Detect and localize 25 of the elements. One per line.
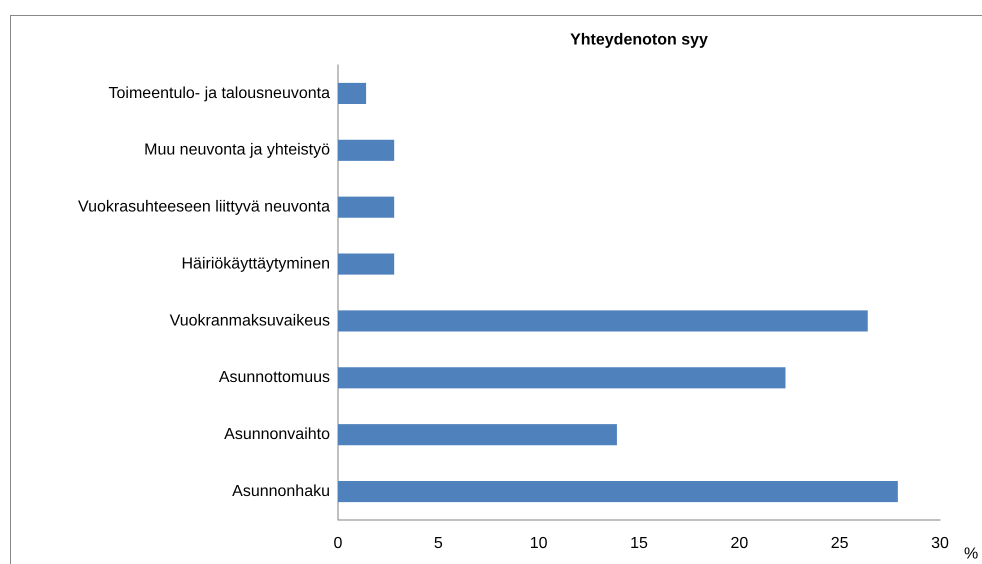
x-tick-label: 25 — [830, 535, 849, 552]
bar — [338, 310, 868, 332]
bar — [338, 424, 617, 446]
y-tick-label: Asunnonvaihto — [224, 426, 330, 444]
y-tick-label: Vuokrasuhteeseen liittyvä neuvonta — [78, 198, 330, 216]
y-tick-label: Toimeentulo- ja talousneuvonta — [108, 84, 330, 102]
bar — [338, 82, 366, 104]
x-tick-label: 5 — [434, 535, 443, 552]
bar — [338, 140, 394, 161]
bar — [338, 367, 786, 388]
x-tick-label: 20 — [730, 535, 748, 552]
bar — [338, 254, 394, 275]
x-tick-label: 10 — [530, 535, 548, 552]
bar — [338, 196, 394, 218]
y-tick-label: Asunnottomuus — [218, 369, 330, 386]
x-tick-label: 0 — [334, 535, 343, 552]
y-tick-label: Muu neuvonta ja yhteistyö — [144, 142, 330, 159]
chart-title: Yhteydenoton syy — [570, 31, 708, 48]
y-tick-label: Häiriökäyttäytyminen — [182, 255, 330, 272]
y-tick-label: Vuokranmaksuvaikeus — [170, 312, 330, 330]
y-tick-label: Asunnonhaku — [232, 482, 330, 500]
x-tick-label: 30 — [931, 535, 949, 552]
x-axis-title: % — [964, 545, 978, 562]
bar — [338, 481, 898, 502]
x-tick-label: 15 — [630, 535, 648, 552]
